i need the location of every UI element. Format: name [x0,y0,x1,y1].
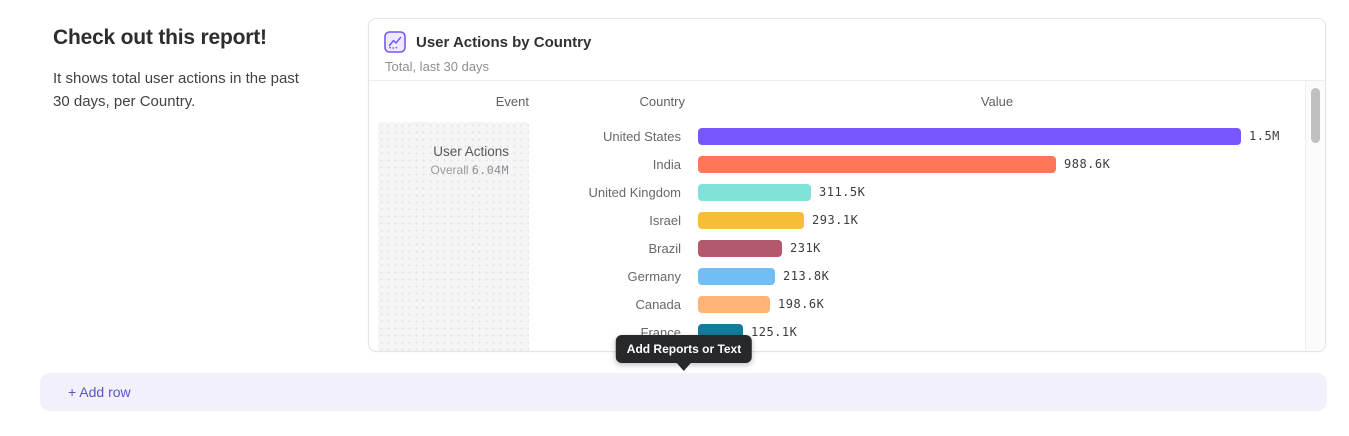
value-label: 125.1K [751,325,798,339]
table-row: India 988.6K [369,150,1305,178]
intro-body: It shows total user actions in the past … [53,70,299,110]
table-column-headers: Event Country Value [369,81,1305,121]
country-label: Germany [627,268,681,284]
country-label: Canada [635,296,681,312]
value-label: 311.5K [819,185,866,199]
value-label: 988.6K [1064,157,1111,171]
event-overall-label: Overall [430,163,469,177]
bar-area: 293.1K [698,211,1305,229]
column-header-value: Value [980,93,1014,109]
table-row: Brazil 231K [369,234,1305,262]
bar-area: 198.6K [698,295,1305,313]
value-bar [698,183,811,201]
table-rows: United States 1.5M India 988.6K United K… [369,122,1305,346]
tooltip-arrow-icon [676,363,691,371]
bar-area: 1.5M [698,127,1305,145]
intro-heading: Check out this report! [53,26,267,49]
event-overall: Overall 6.04M [378,163,509,177]
table-row: Canada 198.6K [369,290,1305,318]
table-scrollbar[interactable] [1305,81,1325,351]
value-bar [698,239,782,257]
value-label: 293.1K [812,213,859,227]
report-card[interactable]: User Actions by Country Total, last 30 d… [368,18,1326,352]
tooltip-label: Add Reports or Text [626,342,742,356]
add-row-button[interactable]: + Add row [40,373,1327,411]
report-title: User Actions by Country [416,33,592,51]
country-label: Brazil [648,240,681,256]
table-row: Germany 213.8K [369,262,1305,290]
country-label: United States [602,128,681,144]
country-label: Israel [649,212,681,228]
value-label: 213.8K [783,269,830,283]
event-name: User Actions [433,144,509,159]
value-bar [698,211,804,229]
event-overall-value: 6.04M [471,163,509,177]
bar-area: 231K [698,239,1305,257]
table-row: France 125.1K [369,318,1305,346]
event-cell: User Actions Overall 6.04M [378,122,529,351]
table-row: United Kingdom 311.5K [369,178,1305,206]
add-row-label: + Add row [68,384,131,400]
value-bar [698,155,1056,173]
bar-area: 213.8K [698,267,1305,285]
value-bar [698,267,775,285]
intro-block: Check out this report! It shows total us… [53,26,313,113]
bar-area: 988.6K [698,155,1305,173]
value-label: 231K [790,241,821,255]
bar-area: 125.1K [698,323,1305,341]
line-chart-icon [384,31,406,53]
value-bar [698,127,1241,145]
bar-area: 311.5K [698,183,1305,201]
value-bar [698,295,770,313]
scrollbar-thumb[interactable] [1311,88,1320,143]
column-header-event: Event [495,93,529,109]
table-row: Israel 293.1K [369,206,1305,234]
value-label: 198.6K [778,297,825,311]
report-subtitle: Total, last 30 days [385,59,490,74]
report-card-header: User Actions by Country Total, last 30 d… [369,19,1325,81]
add-reports-tooltip: Add Reports or Text [615,335,753,371]
country-label: India [652,156,681,172]
value-label: 1.5M [1249,129,1280,143]
report-table: Event Country Value User Actions Overall… [369,81,1325,351]
column-header-country: Country [639,93,685,109]
country-label: United Kingdom [588,184,682,200]
table-row: United States 1.5M [369,122,1305,150]
